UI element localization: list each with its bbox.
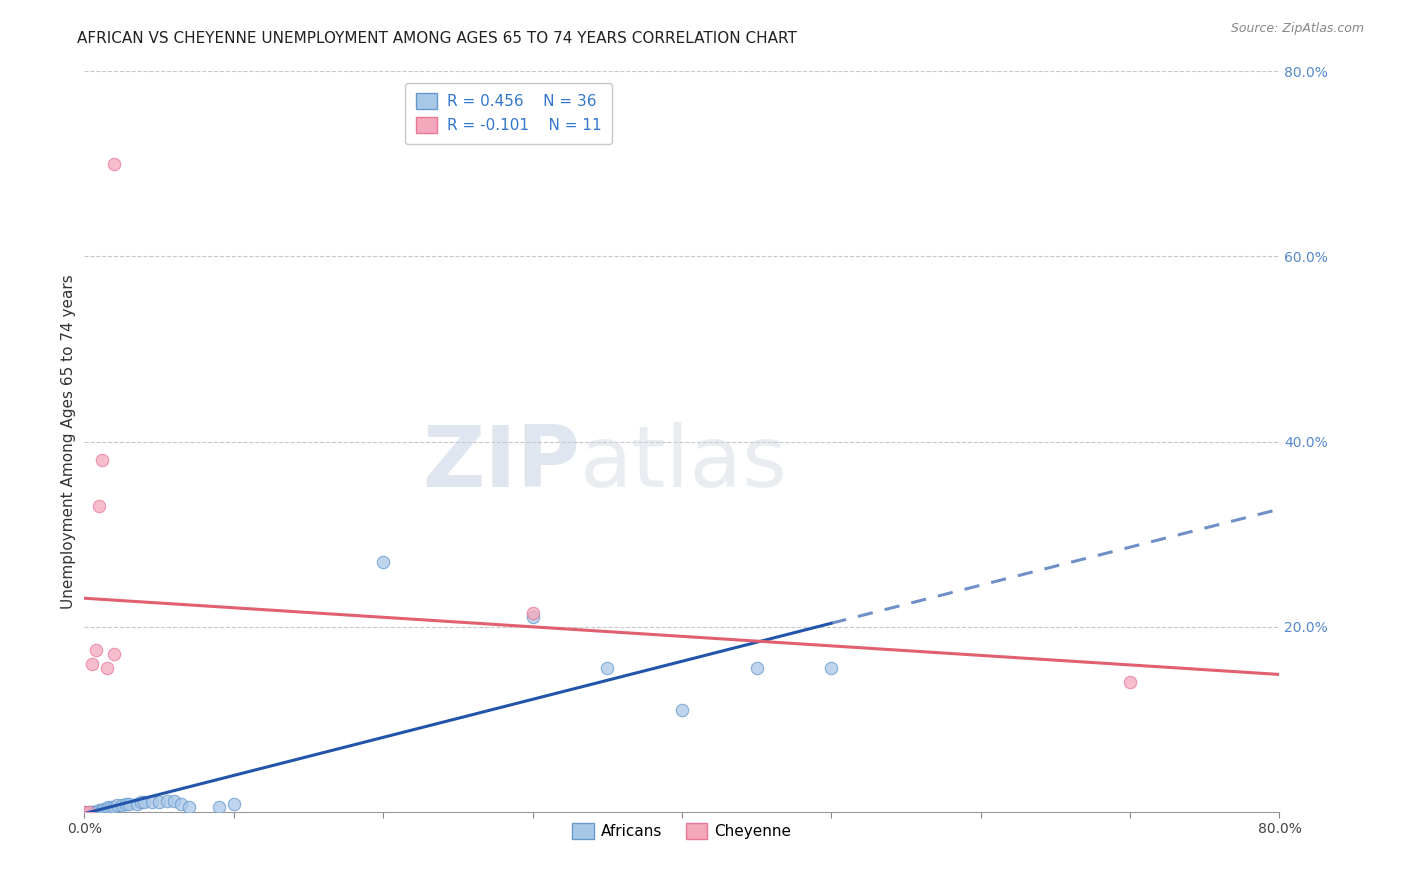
Point	[170, 797, 193, 812]
Point	[103, 648, 125, 662]
Text: AFRICAN VS CHEYENNE UNEMPLOYMENT AMONG AGES 65 TO 74 YEARS CORRELATION CHART: AFRICAN VS CHEYENNE UNEMPLOYMENT AMONG A…	[77, 31, 797, 46]
Point	[222, 797, 245, 812]
Point	[77, 805, 100, 819]
Point	[82, 805, 104, 819]
Point	[100, 800, 122, 814]
Point	[97, 800, 120, 814]
Point	[77, 805, 100, 819]
Point	[80, 805, 103, 819]
Point	[155, 794, 177, 808]
Legend: Africans, Cheyenne: Africans, Cheyenne	[562, 814, 801, 848]
Point	[745, 661, 768, 675]
Point	[73, 805, 96, 819]
Point	[91, 453, 114, 467]
Point	[96, 661, 118, 675]
Point	[671, 703, 693, 717]
Point	[820, 661, 842, 675]
Point	[163, 794, 186, 808]
Point	[208, 800, 231, 814]
Point	[87, 805, 110, 819]
Point	[86, 805, 108, 819]
Point	[522, 610, 544, 624]
Point	[103, 800, 125, 814]
Point	[86, 642, 108, 657]
Point	[91, 803, 114, 817]
Point	[141, 796, 163, 810]
Text: ZIP: ZIP	[423, 422, 581, 505]
Point	[103, 157, 125, 171]
Point	[105, 798, 128, 813]
Point	[125, 797, 148, 812]
Point	[96, 802, 118, 816]
Point	[73, 805, 96, 819]
Point	[118, 797, 141, 812]
Point	[93, 802, 115, 816]
Point	[129, 796, 152, 810]
Point	[111, 798, 134, 813]
Point	[1119, 675, 1142, 690]
Point	[89, 805, 111, 819]
Point	[89, 803, 111, 817]
Point	[115, 797, 138, 812]
Text: atlas: atlas	[581, 422, 789, 505]
Y-axis label: Unemployment Among Ages 65 to 74 years: Unemployment Among Ages 65 to 74 years	[60, 274, 76, 609]
Point	[132, 796, 156, 810]
Point	[80, 657, 103, 671]
Point	[148, 796, 170, 810]
Point	[522, 606, 544, 620]
Point	[83, 805, 105, 819]
Point	[596, 661, 619, 675]
Point	[177, 800, 200, 814]
Point	[373, 555, 395, 569]
Point	[89, 500, 111, 514]
Text: Source: ZipAtlas.com: Source: ZipAtlas.com	[1230, 22, 1364, 36]
